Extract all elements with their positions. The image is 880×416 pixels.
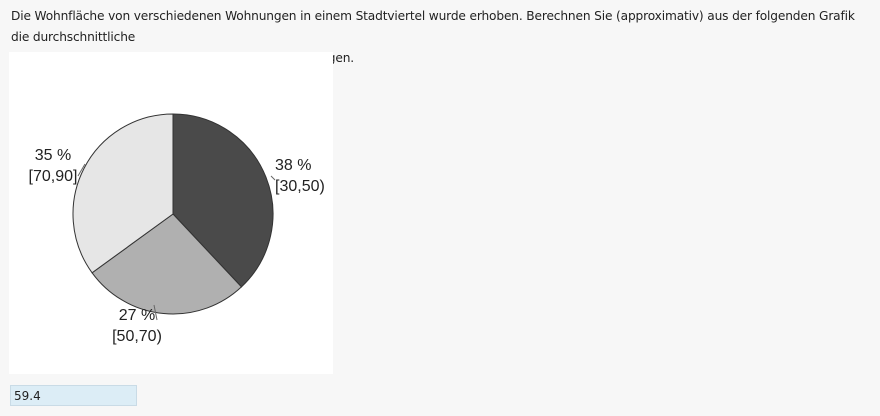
pie-slice-1 — [172, 113, 274, 288]
answer-input[interactable] — [10, 385, 137, 406]
slice-interval-label: [50,70) — [112, 328, 162, 345]
pie-slice-3 — [72, 113, 174, 274]
leader-line-2 — [153, 304, 158, 321]
leader-line-3 — [77, 163, 86, 177]
slice-interval-label: [30,50) — [275, 178, 325, 195]
pie-chart-figure: 38 % [30,50) 27 % [50,70) 35 % [70,90] — [9, 52, 333, 374]
pie-slice-2 — [91, 213, 243, 315]
slice-percent-label: 38 % — [275, 157, 311, 174]
leader-line-1 — [270, 175, 276, 181]
slice-percent-label: 27 % — [119, 307, 155, 324]
slice-percent-label: 35 % — [35, 147, 71, 164]
pie-chart: 38 % [30,50) 27 % [50,70) 35 % [70,90] — [29, 113, 325, 345]
question-line-1: Die Wohnfläche von verschiedenen Wohnung… — [11, 9, 855, 44]
slice-interval-label: [70,90] — [29, 168, 78, 185]
